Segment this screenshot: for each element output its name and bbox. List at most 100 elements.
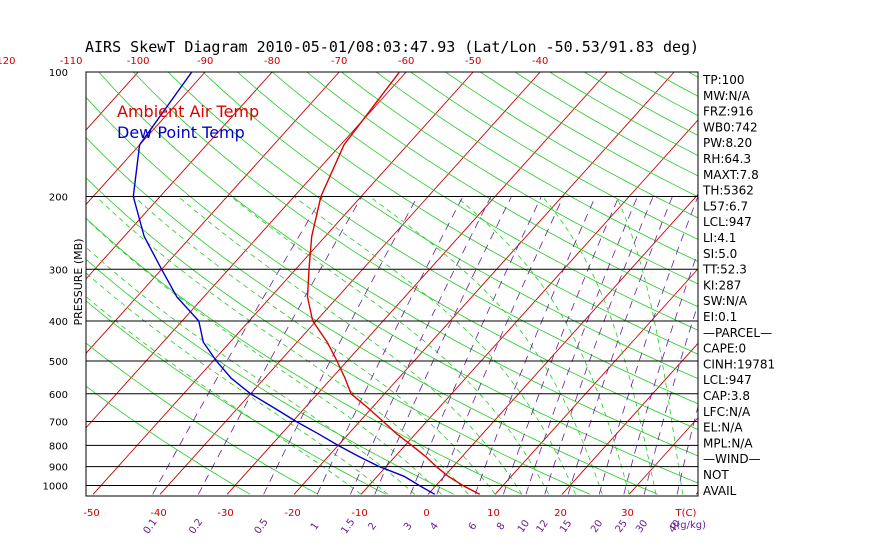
moist-adiabat-line xyxy=(133,196,496,495)
series-layer xyxy=(132,72,481,495)
stat-line: PW:8.20 xyxy=(703,136,752,150)
pressure-tick-label: 700 xyxy=(49,417,68,428)
top-temp-tick-label: -90 xyxy=(197,56,213,67)
isotherm-line xyxy=(830,72,870,494)
pressure-tick-label: 300 xyxy=(49,265,68,276)
chart-title: AIRS SkewT Diagram 2010-05-01/08:03:47.9… xyxy=(85,38,699,56)
pressure-tick-label: 900 xyxy=(49,463,68,474)
dry-adiabat-line xyxy=(341,72,698,285)
pressure-tick-label: 200 xyxy=(49,192,68,203)
isotherm-line xyxy=(293,72,675,495)
mixing-ratio-tick-label: 2 xyxy=(366,521,379,533)
stat-line: —PARCEL— xyxy=(703,326,772,340)
dry-adiabat-line xyxy=(86,342,319,495)
moist-adiabat-line xyxy=(86,246,415,495)
stat-line: WB0:742 xyxy=(703,120,758,134)
mixing-ratio-tick-label: 25 xyxy=(614,518,630,535)
temp-unit-label: T(C) xyxy=(675,508,697,519)
isotherm-line xyxy=(628,417,698,495)
pressure-tick-label: 600 xyxy=(49,390,68,401)
pressure-tick-label: 800 xyxy=(49,441,68,452)
dry-adiabat-line xyxy=(306,72,698,308)
temp-tick-label: -10 xyxy=(351,508,367,519)
stat-line: L57:6.7 xyxy=(703,199,748,213)
dry-adiabat-line xyxy=(514,72,698,177)
stat-line: —WIND— xyxy=(703,452,761,466)
stat-line: EL:N/A xyxy=(703,421,743,435)
isobar-grid xyxy=(85,71,699,497)
mixing-ratio-tick-label: 30 xyxy=(634,518,650,535)
stat-line: AVAIL xyxy=(703,484,737,498)
temp-tick-label: 0 xyxy=(423,508,429,519)
dew-point-line xyxy=(132,72,436,495)
dry-adiabat-line xyxy=(375,72,698,262)
dry-adiabat-line xyxy=(86,217,522,495)
temp-tick-label: -30 xyxy=(217,508,233,519)
stat-line: KI:287 xyxy=(703,278,741,292)
top-temp-tick-label: -100 xyxy=(127,56,150,67)
moist-adiabat-line xyxy=(455,196,630,495)
legend-air-temp: Ambient Air Temp xyxy=(117,102,259,121)
stat-line: LCL:947 xyxy=(703,373,752,387)
isotherm-line xyxy=(427,193,698,495)
moist-adiabat-line xyxy=(369,196,603,495)
dry-adiabat-grid xyxy=(86,72,698,495)
mixing-ratio-tick-label: 6 xyxy=(467,521,480,533)
mixing-ratio-tick-label: 15 xyxy=(558,518,574,535)
top-temp-tick-label: -120 xyxy=(0,56,16,67)
dry-adiabat-line xyxy=(202,72,698,380)
pressure-tick-label: 100 xyxy=(49,68,68,79)
dry-adiabat-line xyxy=(86,177,590,495)
dry-adiabat-line xyxy=(86,136,658,495)
dry-adiabat-line xyxy=(479,72,698,198)
dry-adiabat-line xyxy=(237,72,698,355)
legend-dew-point: Dew Point Temp xyxy=(117,123,245,142)
stat-line: EI:0.1 xyxy=(703,310,737,324)
top-temp-tick-label: -40 xyxy=(532,56,548,67)
top-temp-tick-label: -50 xyxy=(465,56,481,67)
moist-adiabat-line xyxy=(86,296,362,495)
mixing-ratio-line xyxy=(474,196,596,495)
mixing-ratio-tick-label: 3 xyxy=(402,521,415,533)
mixing-ratio-tick-label: 20 xyxy=(589,518,605,535)
dry-adiabat-line xyxy=(86,385,251,495)
stat-line: SI:5.0 xyxy=(703,247,737,261)
stat-line: CAPE:0 xyxy=(703,342,746,356)
mixing-ratio-line xyxy=(436,196,564,495)
pressure-tick-label: 1000 xyxy=(43,482,68,493)
isotherm-line xyxy=(763,72,870,494)
mixing-ratio-line xyxy=(263,196,418,495)
moist-adiabat-line xyxy=(86,218,442,495)
mixing-ratio-tick-label: 0.5 xyxy=(253,517,271,536)
stat-line: FRZ:916 xyxy=(703,105,753,119)
isotherm-line xyxy=(0,72,71,494)
stat-line: TP:100 xyxy=(702,73,745,87)
isotherm-line xyxy=(561,342,698,495)
stat-line: NOT xyxy=(703,468,729,482)
mixing-ratio-tick-label: 0.1 xyxy=(142,517,160,536)
mixing-ratio-line xyxy=(598,196,698,495)
mixing-ratio-line xyxy=(152,196,323,495)
mixing-ratio-line xyxy=(525,196,638,495)
moist-adiabat-line xyxy=(293,196,576,495)
mixing-ratio-line xyxy=(350,196,492,495)
moist-adiabat-line xyxy=(616,196,684,495)
dry-adiabat-line xyxy=(445,72,698,219)
moist-adiabat-grid xyxy=(86,196,684,495)
mixing-ratio-line xyxy=(544,196,654,495)
temp-tick-label: -20 xyxy=(284,508,300,519)
stat-line: MPL:N/A xyxy=(703,436,753,450)
stat-line: TH:5362 xyxy=(702,184,754,198)
isotherm-line xyxy=(86,72,273,280)
temp-tick-label: -50 xyxy=(83,508,99,519)
stat-line: TT:52.3 xyxy=(702,263,747,277)
moist-adiabat-line xyxy=(86,272,389,495)
stat-line: SW:N/A xyxy=(703,294,748,308)
stat-line: CAP:3.8 xyxy=(703,389,750,403)
mixing-ratio-tick-label: 10 xyxy=(516,518,532,535)
top-temp-tick-label: -70 xyxy=(331,56,347,67)
mixing-ratio-tick-label: 1 xyxy=(309,521,322,533)
mixing-ratio-line xyxy=(567,196,673,495)
